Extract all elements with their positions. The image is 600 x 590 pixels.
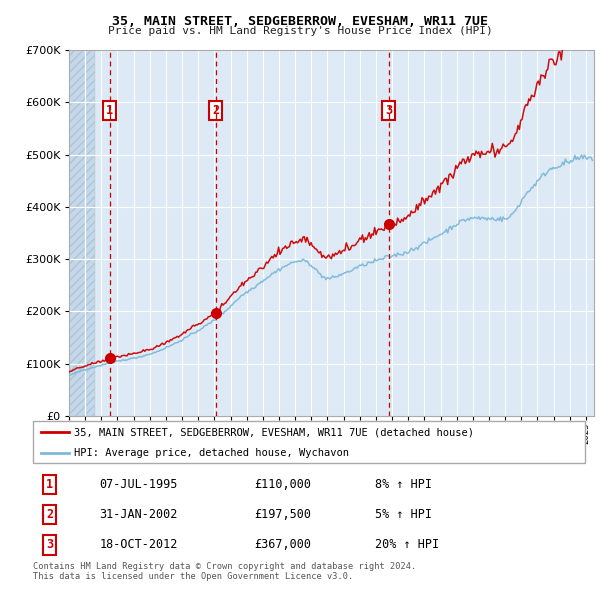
Text: £197,500: £197,500 bbox=[254, 508, 311, 521]
Text: 35, MAIN STREET, SEDGEBERROW, EVESHAM, WR11 7UE: 35, MAIN STREET, SEDGEBERROW, EVESHAM, W… bbox=[112, 15, 488, 28]
Text: 2: 2 bbox=[46, 508, 53, 521]
Text: HPI: Average price, detached house, Wychavon: HPI: Average price, detached house, Wych… bbox=[74, 448, 349, 457]
Text: 8% ↑ HPI: 8% ↑ HPI bbox=[375, 478, 432, 491]
Text: 2: 2 bbox=[212, 104, 219, 117]
Text: 5% ↑ HPI: 5% ↑ HPI bbox=[375, 508, 432, 521]
Text: 07-JUL-1995: 07-JUL-1995 bbox=[99, 478, 178, 491]
Text: 18-OCT-2012: 18-OCT-2012 bbox=[99, 538, 178, 551]
Text: 35, MAIN STREET, SEDGEBERROW, EVESHAM, WR11 7UE (detached house): 35, MAIN STREET, SEDGEBERROW, EVESHAM, W… bbox=[74, 427, 475, 437]
Text: £110,000: £110,000 bbox=[254, 478, 311, 491]
Text: Price paid vs. HM Land Registry's House Price Index (HPI): Price paid vs. HM Land Registry's House … bbox=[107, 26, 493, 36]
Text: 3: 3 bbox=[385, 104, 392, 117]
Bar bbox=[69, 50, 95, 416]
Text: 20% ↑ HPI: 20% ↑ HPI bbox=[375, 538, 439, 551]
Text: Contains HM Land Registry data © Crown copyright and database right 2024.
This d: Contains HM Land Registry data © Crown c… bbox=[33, 562, 416, 581]
FancyBboxPatch shape bbox=[33, 421, 585, 463]
Text: 1: 1 bbox=[46, 478, 53, 491]
Text: 1: 1 bbox=[106, 104, 113, 117]
Text: 31-JAN-2002: 31-JAN-2002 bbox=[99, 508, 178, 521]
Text: 3: 3 bbox=[46, 538, 53, 551]
Text: £367,000: £367,000 bbox=[254, 538, 311, 551]
